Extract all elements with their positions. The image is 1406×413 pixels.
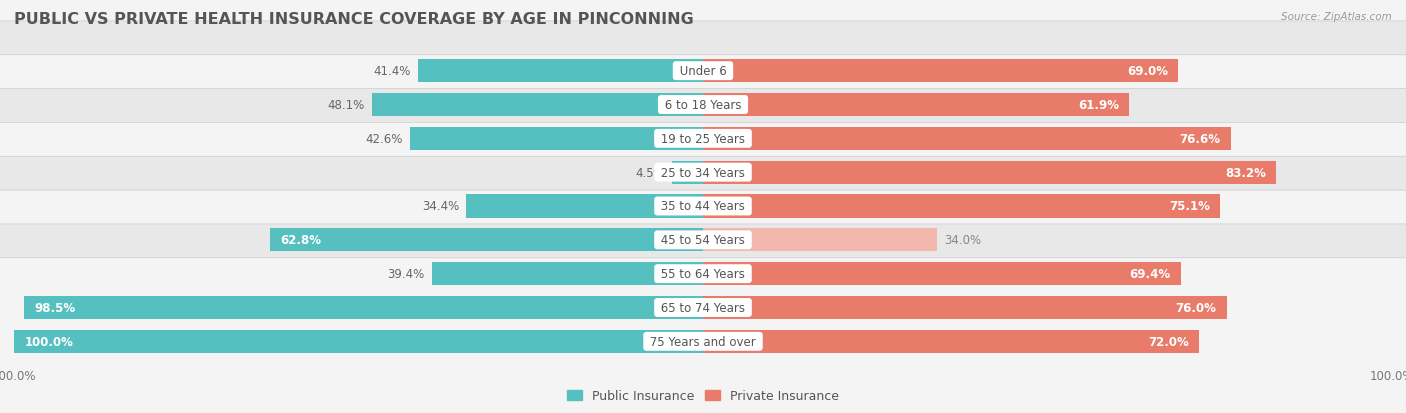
Text: PUBLIC VS PRIVATE HEALTH INSURANCE COVERAGE BY AGE IN PINCONNING: PUBLIC VS PRIVATE HEALTH INSURANCE COVER… (14, 12, 693, 27)
Bar (703, 128, 1230, 150)
Text: 98.5%: 98.5% (35, 301, 76, 314)
Bar (703, 330, 1199, 353)
Bar (14, 330, 703, 353)
Text: 6 to 18 Years: 6 to 18 Years (661, 99, 745, 112)
FancyBboxPatch shape (0, 56, 1406, 222)
Bar (24, 296, 703, 319)
Text: Under 6: Under 6 (676, 65, 730, 78)
Text: 4.5%: 4.5% (636, 166, 665, 179)
Bar (703, 229, 938, 252)
FancyBboxPatch shape (0, 258, 1406, 413)
Bar (418, 60, 703, 83)
Text: 19 to 25 Years: 19 to 25 Years (657, 133, 749, 145)
Text: 76.6%: 76.6% (1180, 133, 1220, 145)
Bar (703, 94, 1129, 117)
Text: 35 to 44 Years: 35 to 44 Years (657, 200, 749, 213)
Text: 100.0%: 100.0% (24, 335, 73, 348)
Bar (703, 296, 1226, 319)
FancyBboxPatch shape (0, 89, 1406, 256)
FancyBboxPatch shape (0, 157, 1406, 324)
Text: 45 to 54 Years: 45 to 54 Years (657, 234, 749, 247)
Bar (465, 195, 703, 218)
Text: 72.0%: 72.0% (1147, 335, 1188, 348)
Legend: Public Insurance, Private Insurance: Public Insurance, Private Insurance (562, 385, 844, 408)
Bar (703, 60, 1178, 83)
Bar (409, 128, 703, 150)
Text: 76.0%: 76.0% (1175, 301, 1216, 314)
FancyBboxPatch shape (0, 224, 1406, 391)
FancyBboxPatch shape (0, 0, 1406, 155)
Bar (703, 161, 1277, 184)
Text: 62.8%: 62.8% (281, 234, 322, 247)
Text: 55 to 64 Years: 55 to 64 Years (657, 268, 749, 280)
FancyBboxPatch shape (0, 22, 1406, 189)
Text: 75.1%: 75.1% (1170, 200, 1211, 213)
Text: 83.2%: 83.2% (1225, 166, 1265, 179)
Text: Source: ZipAtlas.com: Source: ZipAtlas.com (1281, 12, 1392, 22)
Text: 39.4%: 39.4% (388, 268, 425, 280)
Text: 61.9%: 61.9% (1078, 99, 1119, 112)
Text: 42.6%: 42.6% (366, 133, 402, 145)
FancyBboxPatch shape (0, 123, 1406, 290)
Bar (432, 263, 703, 285)
Text: 48.1%: 48.1% (328, 99, 364, 112)
Text: 65 to 74 Years: 65 to 74 Years (657, 301, 749, 314)
FancyBboxPatch shape (0, 191, 1406, 357)
Text: 34.0%: 34.0% (945, 234, 981, 247)
Text: 41.4%: 41.4% (374, 65, 411, 78)
Text: 69.4%: 69.4% (1129, 268, 1171, 280)
Bar (371, 94, 703, 117)
Bar (270, 229, 703, 252)
Bar (672, 161, 703, 184)
Text: 34.4%: 34.4% (422, 200, 460, 213)
Text: 69.0%: 69.0% (1128, 65, 1168, 78)
Bar (703, 195, 1220, 218)
Bar (703, 263, 1181, 285)
Text: 25 to 34 Years: 25 to 34 Years (657, 166, 749, 179)
Text: 75 Years and over: 75 Years and over (647, 335, 759, 348)
